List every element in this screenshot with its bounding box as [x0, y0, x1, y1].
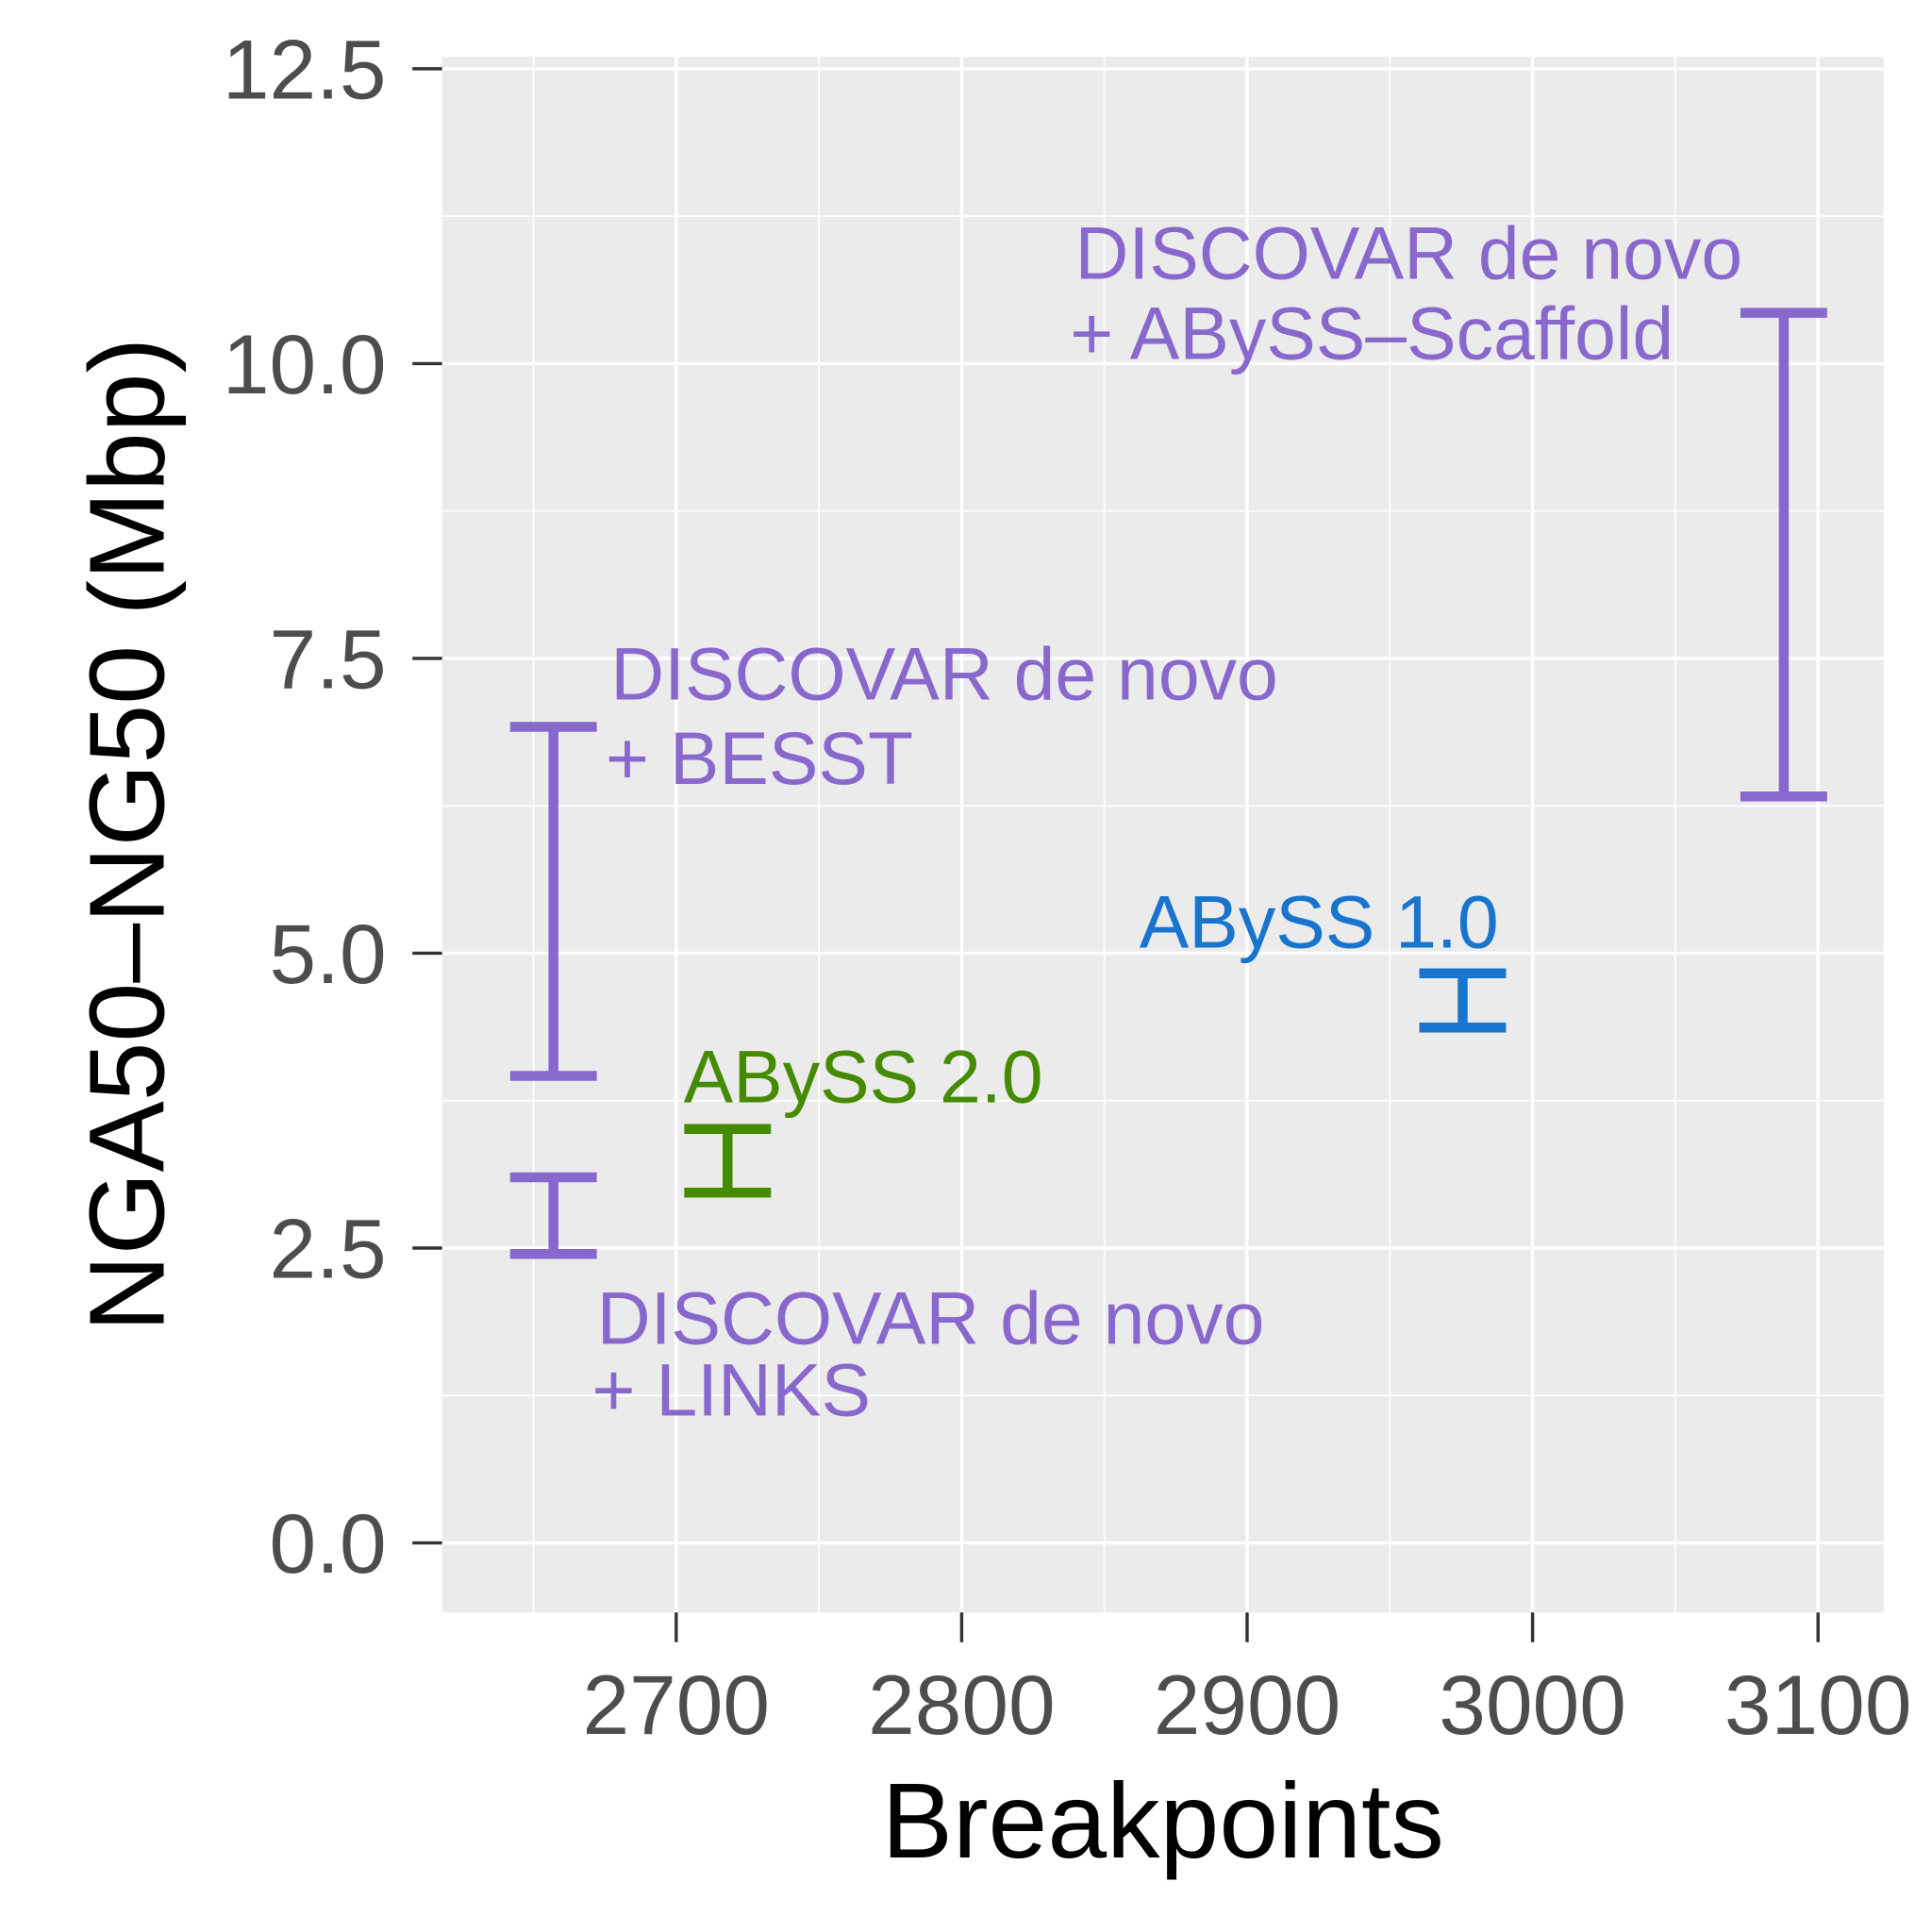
- series-label: DISCOVAR de novo: [1075, 211, 1743, 294]
- x-tick-label: 2900: [1154, 1657, 1341, 1752]
- y-tick-label: 7.5: [270, 611, 387, 706]
- y-tick-label: 5.0: [270, 907, 387, 1001]
- x-tick-label: 3100: [1724, 1657, 1912, 1752]
- y-tick-label: 0.0: [270, 1496, 387, 1591]
- series-label: + LINKS: [592, 1349, 871, 1432]
- y-axis-title: NGA50–NG50 (Mbp): [67, 338, 186, 1332]
- series-label: DISCOVAR de novo: [597, 1276, 1265, 1359]
- series-label: ABySS 2.0: [684, 1035, 1043, 1118]
- panel: [441, 57, 1884, 1613]
- y-tick-label: 12.5: [223, 22, 387, 116]
- series-label: + ABySS–Scaffold: [1070, 292, 1674, 375]
- series-label: + BESST: [606, 717, 913, 800]
- x-tick-label: 3000: [1439, 1657, 1626, 1752]
- x-axis-title: Breakpoints: [882, 1761, 1444, 1880]
- x-tick-label: 2800: [868, 1657, 1056, 1752]
- series-label: ABySS 1.0: [1140, 880, 1499, 963]
- y-tick-label: 2.5: [270, 1202, 387, 1296]
- series-label: DISCOVAR de novo: [610, 633, 1278, 716]
- y-tick-label: 10.0: [223, 317, 387, 411]
- x-tick-label: 2700: [583, 1657, 771, 1752]
